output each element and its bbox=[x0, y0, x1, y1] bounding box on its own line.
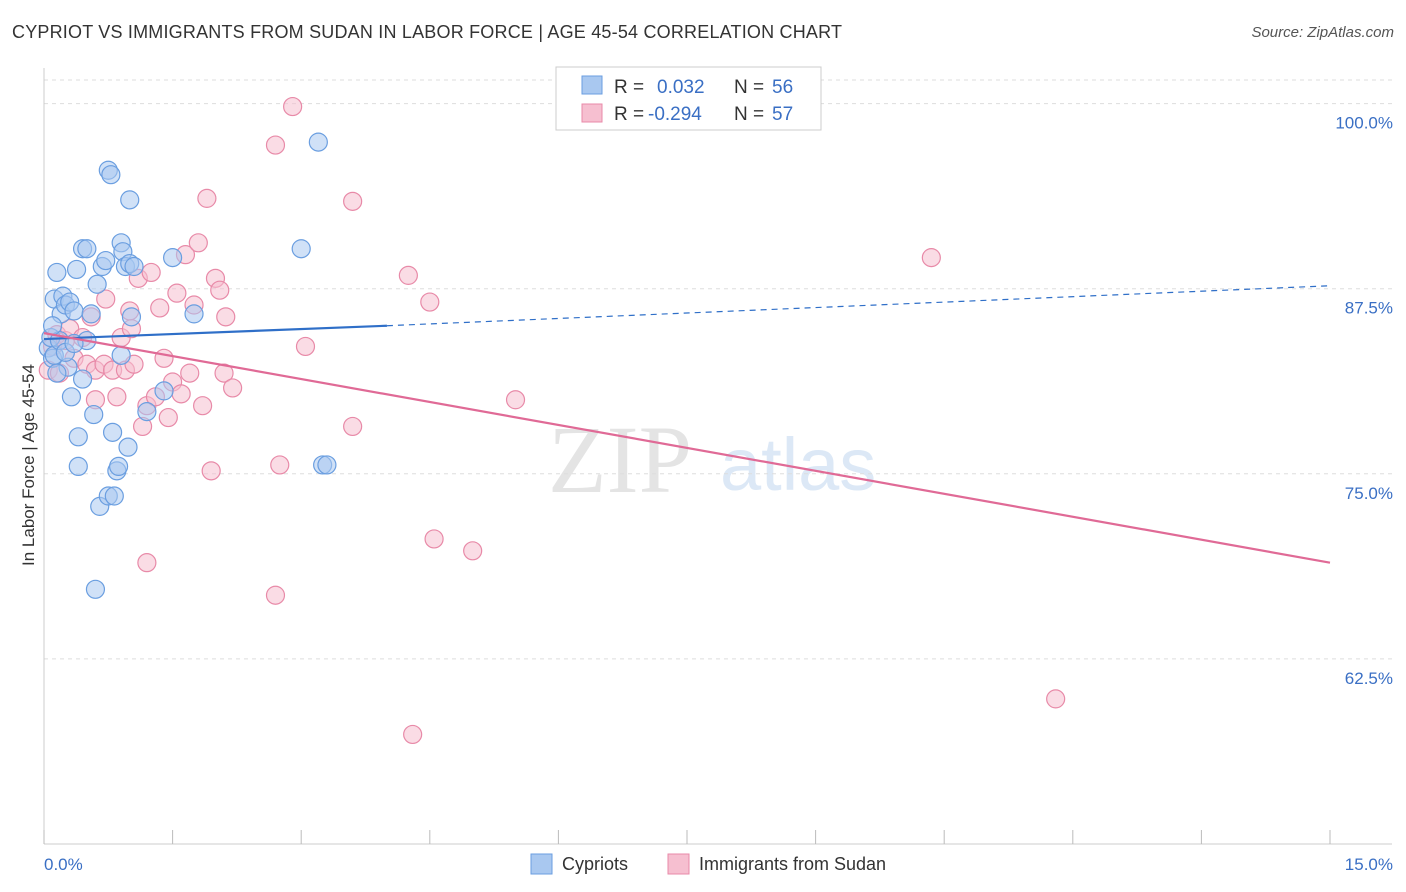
sudan-point bbox=[201, 461, 221, 481]
watermark-zip: ZIP bbox=[548, 406, 692, 513]
cypriot-point bbox=[47, 262, 67, 283]
legend-swatch-blue bbox=[581, 75, 603, 95]
sudan-point bbox=[141, 262, 161, 283]
cypriot-point bbox=[102, 422, 123, 442]
cypriot-trend-line bbox=[43, 324, 387, 341]
cypriot-point bbox=[42, 316, 63, 336]
cypriot-point bbox=[124, 256, 144, 277]
series-legend: Cypriots Immigrants from Sudan bbox=[530, 853, 886, 875]
watermark-atlas: atlas bbox=[720, 423, 876, 506]
cypriot-point bbox=[87, 274, 107, 294]
cypriot-point bbox=[120, 190, 140, 210]
series-legend-swatch-sudan bbox=[667, 853, 690, 875]
y-tick-label: 75.0% bbox=[1345, 484, 1393, 503]
cypriot-point bbox=[61, 387, 82, 407]
sudan-point bbox=[505, 390, 526, 410]
legend-n-label-2: N = bbox=[734, 104, 764, 125]
sudan-point bbox=[283, 96, 303, 117]
cypriot-point bbox=[184, 304, 204, 324]
sudan-trend-line bbox=[43, 332, 1331, 564]
sudan-point bbox=[107, 387, 127, 407]
x-tick-label-min: 0.0% bbox=[44, 855, 83, 874]
sudan-point bbox=[137, 553, 157, 573]
series-legend-swatch-cypriots bbox=[530, 853, 553, 875]
sudan-point bbox=[420, 292, 440, 312]
sudan-point bbox=[96, 289, 116, 309]
sudan-point bbox=[197, 188, 217, 208]
sudan-point bbox=[210, 280, 230, 300]
cypriot-point bbox=[121, 307, 142, 327]
sudan-point bbox=[343, 416, 363, 437]
sudan-point bbox=[171, 384, 191, 404]
cypriot-point bbox=[72, 369, 93, 389]
legend-n-label-1: N = bbox=[734, 77, 764, 98]
sudan-point bbox=[463, 541, 483, 561]
cypriot-point bbox=[154, 381, 174, 401]
cypriot-point bbox=[85, 579, 106, 599]
sudan-point bbox=[223, 378, 243, 398]
sudan-point bbox=[921, 248, 941, 268]
sudan-point bbox=[193, 396, 213, 416]
sudan-point bbox=[216, 307, 236, 327]
sudan-point bbox=[188, 233, 208, 253]
cypriot-point bbox=[308, 132, 328, 152]
sudan-point bbox=[158, 407, 178, 428]
correlation-legend: R = 0.032 N = 56 R = -0.294 N = 57 bbox=[555, 66, 822, 131]
y-tick-label: 62.5% bbox=[1345, 669, 1393, 688]
series-legend-label-sudan: Immigrants from Sudan bbox=[699, 854, 886, 874]
trend-lines bbox=[43, 285, 1331, 564]
axes bbox=[43, 68, 1392, 845]
cypriot-point bbox=[66, 259, 87, 280]
cypriot-point bbox=[47, 363, 67, 383]
sudan-point bbox=[265, 585, 286, 605]
cypriot-point bbox=[137, 402, 157, 422]
cypriot-point bbox=[291, 239, 311, 259]
chart-title: CYPRIOT VS IMMIGRANTS FROM SUDAN IN LABO… bbox=[12, 22, 843, 42]
sudan-point bbox=[424, 529, 444, 549]
sudan-point bbox=[343, 191, 363, 211]
cypriot-point bbox=[96, 250, 116, 271]
legend-n-value-2: 57 bbox=[772, 104, 793, 125]
cypriot-point bbox=[101, 165, 121, 185]
cypriot-point bbox=[68, 427, 88, 447]
sudan-point bbox=[265, 135, 286, 155]
legend-r-value-2: -0.294 bbox=[648, 104, 702, 125]
sudan-point bbox=[167, 283, 187, 303]
series-legend-label-cypriots: Cypriots bbox=[562, 854, 628, 874]
sudan-point bbox=[270, 455, 290, 475]
sudan-point bbox=[403, 724, 423, 745]
sudan-point bbox=[150, 298, 170, 318]
cypriot-point bbox=[77, 239, 97, 259]
sudan-point bbox=[1046, 689, 1066, 709]
cypriot-point bbox=[163, 248, 183, 268]
legend-r-label-1: R = bbox=[614, 77, 644, 98]
y-tick-label: 100.0% bbox=[1335, 114, 1393, 133]
cypriot-point bbox=[104, 486, 124, 506]
source-label: Source: ZipAtlas.com bbox=[1251, 24, 1394, 41]
cypriot-point bbox=[64, 301, 84, 321]
legend-r-label-2: R = bbox=[614, 104, 644, 125]
legend-r-value-1: 0.032 bbox=[657, 77, 705, 98]
x-tick-label-max: 15.0% bbox=[1345, 855, 1393, 874]
cypriot-point bbox=[81, 304, 101, 324]
cypriot-trend-extension bbox=[386, 285, 1331, 327]
y-tick-label: 87.5% bbox=[1345, 299, 1393, 318]
cypriot-point bbox=[108, 456, 129, 477]
sudan-point bbox=[295, 336, 316, 357]
y-axis-label: In Labor Force | Age 45-54 bbox=[19, 364, 38, 566]
cypriot-point bbox=[118, 437, 138, 457]
cypriot-point bbox=[84, 404, 104, 425]
legend-swatch-pink bbox=[581, 103, 603, 123]
sudan-point bbox=[154, 348, 174, 368]
data-points bbox=[38, 96, 1066, 745]
cypriot-point bbox=[68, 456, 88, 477]
sudan-point bbox=[214, 363, 234, 383]
sudan-point bbox=[398, 265, 418, 285]
sudan-point bbox=[180, 363, 200, 383]
cypriot-point bbox=[317, 455, 337, 475]
y-tick-labels: 62.5% 75.0% 87.5% 100.0% bbox=[1335, 114, 1393, 688]
legend-n-value-1: 56 bbox=[772, 77, 793, 98]
